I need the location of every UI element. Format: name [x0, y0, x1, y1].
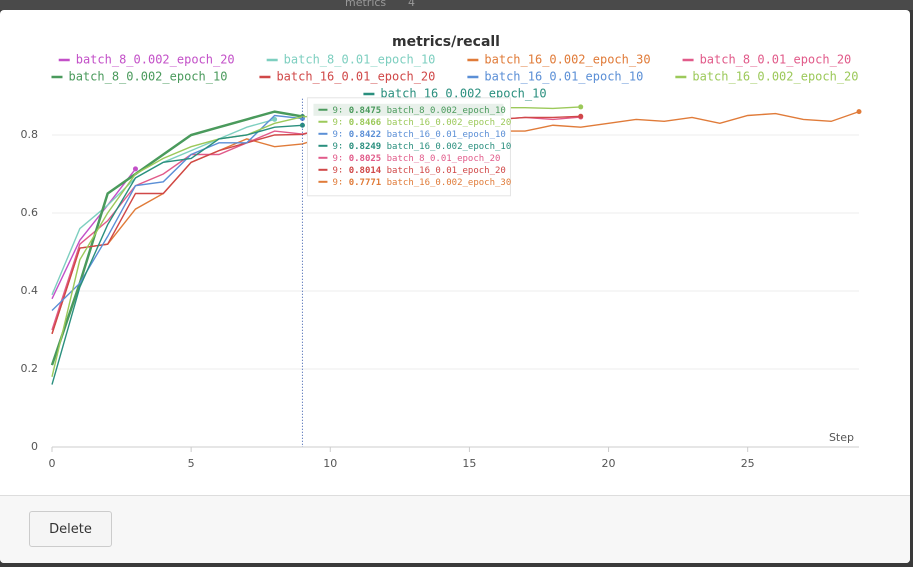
tooltip-row: 9: 0.8014 batch_16_0.01_epoch_20: [332, 165, 505, 175]
legend-label: batch_8_0.002_epoch_10: [68, 70, 227, 84]
chart: metrics/recall Step 0 0.2 0.4 0.6 0.8 0 5 10 15 2…: [21, 34, 862, 470]
tooltip-step: 9: [332, 105, 337, 115]
x-tick-label: 25: [741, 457, 755, 470]
x-tick-label: 15: [462, 457, 476, 470]
tooltip-step: 9: [332, 165, 337, 175]
series-end-marker: [856, 109, 862, 115]
tooltip-value: 0.7771: [349, 177, 382, 187]
series-end-marker: [578, 104, 584, 110]
series-end-marker: [578, 113, 584, 119]
x-tick-label: 5: [188, 457, 195, 470]
tooltip-value: 0.8475: [349, 105, 382, 115]
series-line: [51, 124, 303, 385]
series-end-marker: [132, 166, 138, 172]
tooltip-step: 9: [332, 129, 337, 139]
x-tick-label: 10: [323, 457, 337, 470]
legend-label: batch_8_0.002_epoch_20: [76, 53, 235, 67]
tooltip-value: 0.8422: [349, 129, 382, 139]
legend-row: batch_8_0.002_epoch_10 batch_16_0.01_epoc…: [51, 70, 859, 84]
legend-label: batch_16_0.002_epoch_20: [692, 70, 858, 84]
x-tick-label: 0: [49, 457, 56, 470]
tooltip-value: 0.8466: [349, 117, 382, 127]
tooltip-step: 9: [332, 141, 337, 151]
background-count: 4: [408, 0, 415, 9]
tooltip-name: batch_16_0.002_epoch_10: [387, 141, 512, 151]
tooltip-value: 0.8249: [349, 141, 382, 151]
tooltip-row: 9: 0.8422 batch_16_0.01_epoch_10: [332, 129, 505, 139]
tooltip-row: 9: 0.8466 batch_16_0.002_epoch_20: [332, 117, 511, 127]
tooltip-name: batch_8_0.01_epoch_20: [387, 153, 501, 163]
tooltip-name: batch_16_0.002_epoch_20: [387, 117, 512, 127]
y-tick-label: 0.4: [21, 284, 39, 297]
y-tick-label: 0.2: [21, 362, 39, 375]
legend-label: batch_8_0.01_epoch_10: [284, 53, 436, 67]
series-line: [51, 168, 137, 300]
tooltip-value: 0.8014: [349, 165, 382, 175]
x-tick-label: 20: [602, 457, 616, 470]
tooltip-name: batch_16_0.002_epoch_30: [387, 177, 512, 187]
legend-label: batch_16_0.002_epoch_10: [380, 87, 546, 101]
legend-row: batch_8_0.002_epoch_20 batch_8_0.01_epoch…: [58, 53, 852, 67]
tooltip-highlight: [313, 103, 504, 116]
tooltip-row: 9: 0.8025 batch_8_0.01_epoch_20: [332, 153, 500, 163]
tooltip-row: 9: 0.8475 batch_8_0.002_epoch_10: [332, 105, 505, 115]
delete-button[interactable]: Delete: [29, 511, 112, 547]
y-tick-label: 0.8: [21, 128, 39, 141]
legend-label: batch_16_0.002_epoch_30: [484, 53, 650, 67]
tooltip-step: 9: [332, 153, 337, 163]
tooltip-row: 9: 0.7771 batch_16_0.002_epoch_30: [332, 177, 511, 187]
legend-label: batch_8_0.01_epoch_20: [700, 53, 852, 67]
background-strip: metrics 4: [0, 0, 913, 10]
tooltip-name: batch_16_0.01_epoch_20: [387, 165, 506, 175]
chart-title: metrics/recall: [392, 34, 500, 50]
tooltip-name: batch_8_0.002_epoch_10: [387, 105, 506, 115]
series-line: [50, 110, 303, 366]
footer: Delete: [0, 495, 910, 563]
x-axis-label: Step: [829, 431, 854, 444]
tooltip-name: batch_16_0.01_epoch_10: [387, 129, 506, 139]
series-end-marker: [272, 116, 278, 122]
tooltip-step: 9: [332, 117, 337, 127]
modal: metrics/recall Step 0 0.2 0.4 0.6 0.8 0 5 10 15 2…: [0, 10, 910, 563]
background-tab: metrics: [345, 0, 387, 9]
legend-row: batch_16_0.002_epoch_10: [363, 87, 547, 101]
tooltip-row: 9: 0.8249 batch_16_0.002_epoch_10: [332, 141, 511, 151]
series-end-marker: [299, 122, 305, 128]
y-tick-label: 0: [31, 440, 38, 453]
tooltip-value: 0.8025: [349, 153, 382, 163]
tooltip-step: 9: [332, 177, 337, 187]
y-tick-label: 0.6: [21, 206, 39, 219]
legend-label: batch_16_0.01_epoch_20: [276, 70, 435, 84]
legend-label: batch_16_0.01_epoch_10: [484, 70, 643, 84]
